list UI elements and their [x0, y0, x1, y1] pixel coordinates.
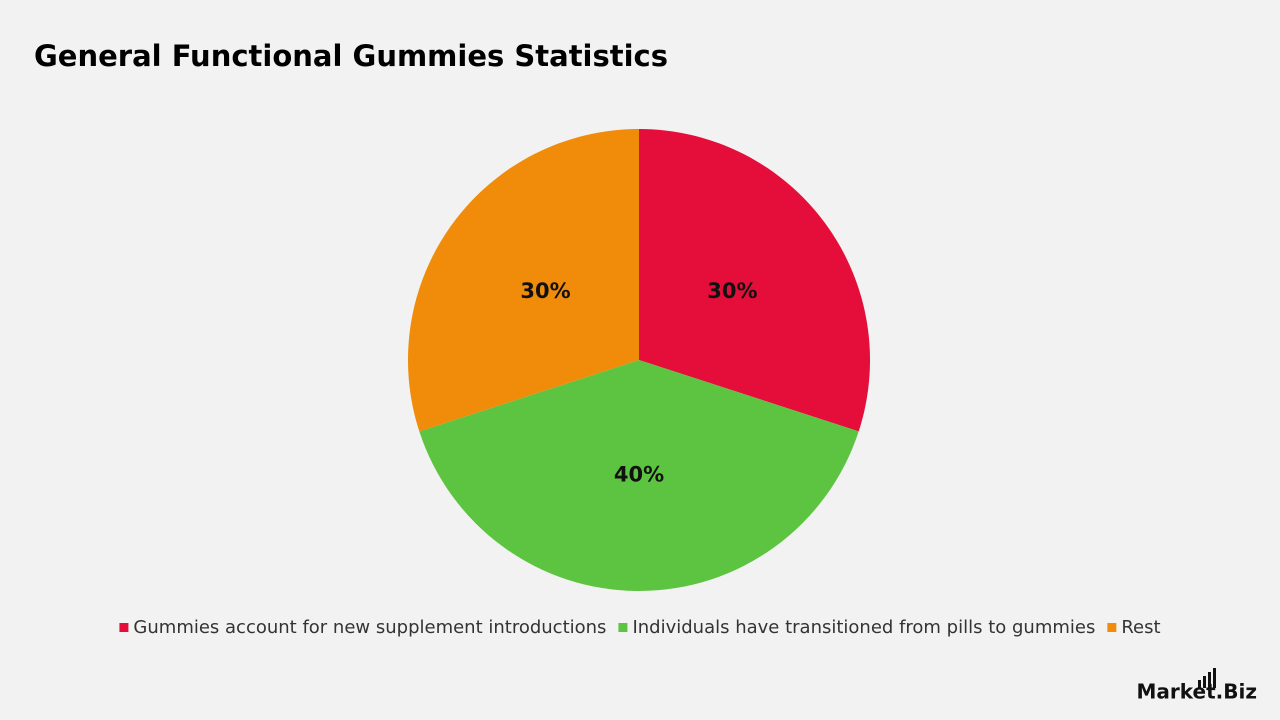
pie-slice [408, 129, 639, 432]
data-label: 30% [707, 279, 757, 303]
legend-label: Gummies account for new supplement intro… [133, 617, 606, 638]
chart-title: General Functional Gummies Statistics [34, 39, 668, 73]
legend-label: Individuals have transitioned from pills… [632, 617, 1095, 638]
legend-swatch [1107, 623, 1117, 632]
data-label: 30% [520, 279, 570, 303]
legend-swatch [119, 623, 129, 632]
data-label: 40% [614, 463, 664, 487]
legend-label: Rest [1121, 617, 1160, 638]
legend-swatch [618, 623, 628, 632]
pie-slice [419, 360, 859, 591]
logo-mark [1198, 668, 1216, 688]
pie-slice [639, 129, 870, 432]
logo: Market.Biz [1137, 680, 1258, 704]
